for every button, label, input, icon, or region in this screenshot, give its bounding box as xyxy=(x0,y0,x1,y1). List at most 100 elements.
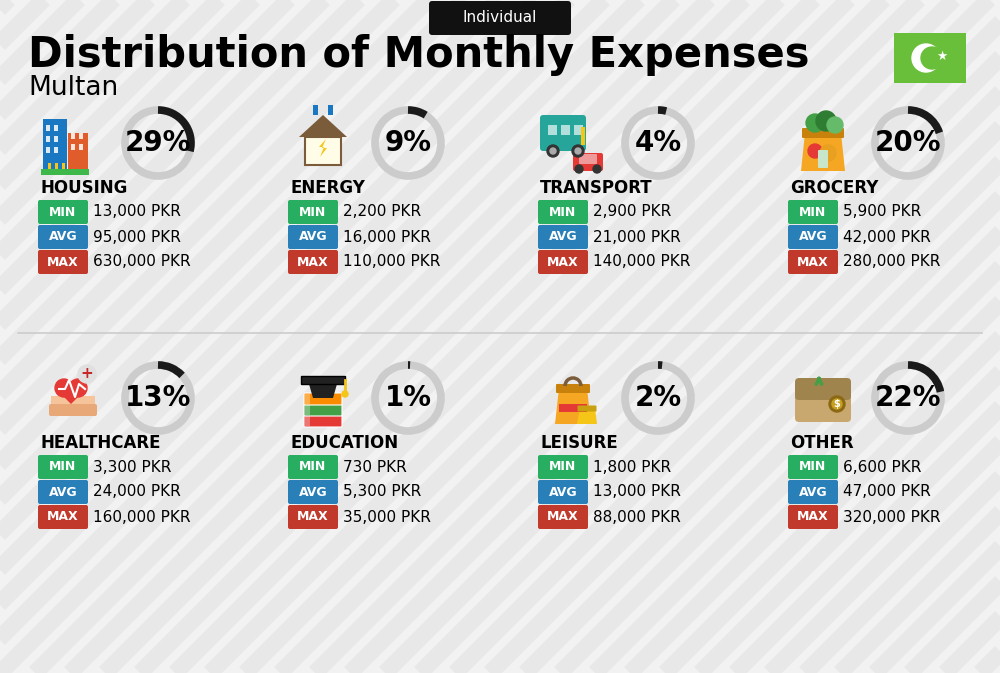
Text: MIN: MIN xyxy=(549,460,577,474)
FancyBboxPatch shape xyxy=(818,150,828,168)
FancyBboxPatch shape xyxy=(538,200,588,224)
Text: 160,000 PKR: 160,000 PKR xyxy=(93,509,190,524)
FancyBboxPatch shape xyxy=(304,415,342,427)
FancyBboxPatch shape xyxy=(38,480,88,504)
Polygon shape xyxy=(299,115,347,137)
FancyBboxPatch shape xyxy=(68,133,88,171)
Circle shape xyxy=(69,379,87,397)
FancyBboxPatch shape xyxy=(288,480,338,504)
Text: HOUSING: HOUSING xyxy=(40,179,127,197)
Circle shape xyxy=(820,145,836,161)
Text: OTHER: OTHER xyxy=(790,434,854,452)
Text: 35,000 PKR: 35,000 PKR xyxy=(343,509,431,524)
Circle shape xyxy=(78,365,96,383)
FancyBboxPatch shape xyxy=(41,169,89,175)
Text: 13%: 13% xyxy=(125,384,191,412)
FancyBboxPatch shape xyxy=(538,505,588,529)
Text: EDUCATION: EDUCATION xyxy=(290,434,398,452)
Text: MIN: MIN xyxy=(299,460,327,474)
Text: 20%: 20% xyxy=(875,129,941,157)
Text: MIN: MIN xyxy=(549,205,577,219)
Text: AVG: AVG xyxy=(799,230,827,244)
Circle shape xyxy=(575,148,581,154)
FancyBboxPatch shape xyxy=(305,137,341,165)
Text: 280,000 PKR: 280,000 PKR xyxy=(843,254,940,269)
FancyBboxPatch shape xyxy=(429,1,571,35)
Text: 110,000 PKR: 110,000 PKR xyxy=(343,254,440,269)
Text: LEISURE: LEISURE xyxy=(540,434,618,452)
FancyBboxPatch shape xyxy=(301,376,345,384)
Text: 140,000 PKR: 140,000 PKR xyxy=(593,254,690,269)
Text: MIN: MIN xyxy=(299,205,327,219)
Text: MAX: MAX xyxy=(297,256,329,269)
FancyBboxPatch shape xyxy=(46,125,50,131)
Polygon shape xyxy=(51,396,95,410)
FancyBboxPatch shape xyxy=(788,250,838,274)
FancyBboxPatch shape xyxy=(46,147,50,153)
Text: 88,000 PKR: 88,000 PKR xyxy=(593,509,681,524)
Text: ENERGY: ENERGY xyxy=(290,179,365,197)
FancyBboxPatch shape xyxy=(788,225,838,249)
Circle shape xyxy=(806,114,824,132)
Text: 16,000 PKR: 16,000 PKR xyxy=(343,229,431,244)
Text: MIN: MIN xyxy=(799,460,827,474)
FancyBboxPatch shape xyxy=(788,480,838,504)
FancyBboxPatch shape xyxy=(538,250,588,274)
Text: MAX: MAX xyxy=(797,256,829,269)
FancyBboxPatch shape xyxy=(55,163,58,171)
FancyBboxPatch shape xyxy=(79,144,83,150)
Text: 2,200 PKR: 2,200 PKR xyxy=(343,205,421,219)
Text: 2,900 PKR: 2,900 PKR xyxy=(593,205,671,219)
FancyBboxPatch shape xyxy=(54,147,58,153)
Text: AVG: AVG xyxy=(49,230,77,244)
Text: 730 PKR: 730 PKR xyxy=(343,460,407,474)
Text: GROCERY: GROCERY xyxy=(790,179,878,197)
Text: MIN: MIN xyxy=(49,205,77,219)
FancyBboxPatch shape xyxy=(71,144,75,150)
Text: HEALTHCARE: HEALTHCARE xyxy=(40,434,160,452)
Circle shape xyxy=(827,117,843,133)
Text: Multan: Multan xyxy=(28,75,118,101)
FancyBboxPatch shape xyxy=(578,406,596,411)
FancyBboxPatch shape xyxy=(46,136,50,142)
Text: AVG: AVG xyxy=(299,485,327,499)
FancyBboxPatch shape xyxy=(540,115,586,151)
Text: 13,000 PKR: 13,000 PKR xyxy=(93,205,181,219)
Text: MAX: MAX xyxy=(297,511,329,524)
FancyBboxPatch shape xyxy=(559,404,587,412)
Text: MAX: MAX xyxy=(547,511,579,524)
FancyBboxPatch shape xyxy=(48,163,51,171)
Text: 95,000 PKR: 95,000 PKR xyxy=(93,229,181,244)
Text: 29%: 29% xyxy=(125,129,191,157)
FancyBboxPatch shape xyxy=(288,200,338,224)
FancyBboxPatch shape xyxy=(795,380,851,422)
FancyBboxPatch shape xyxy=(79,133,83,139)
FancyBboxPatch shape xyxy=(788,505,838,529)
Text: AVG: AVG xyxy=(549,230,577,244)
Text: AVG: AVG xyxy=(49,485,77,499)
Text: $: $ xyxy=(834,399,840,409)
FancyBboxPatch shape xyxy=(795,378,851,400)
FancyBboxPatch shape xyxy=(581,127,585,145)
FancyBboxPatch shape xyxy=(574,125,583,135)
Text: 42,000 PKR: 42,000 PKR xyxy=(843,229,931,244)
FancyBboxPatch shape xyxy=(788,200,838,224)
Polygon shape xyxy=(801,133,845,171)
FancyBboxPatch shape xyxy=(38,505,88,529)
FancyBboxPatch shape xyxy=(304,393,342,405)
Text: 47,000 PKR: 47,000 PKR xyxy=(843,485,931,499)
FancyBboxPatch shape xyxy=(538,455,588,479)
FancyBboxPatch shape xyxy=(548,125,557,135)
FancyBboxPatch shape xyxy=(305,394,310,404)
Polygon shape xyxy=(555,388,591,424)
Circle shape xyxy=(593,165,601,173)
Text: AVG: AVG xyxy=(799,485,827,499)
Text: 9%: 9% xyxy=(384,129,432,157)
Text: MAX: MAX xyxy=(797,511,829,524)
Text: 3,300 PKR: 3,300 PKR xyxy=(93,460,171,474)
FancyBboxPatch shape xyxy=(313,105,318,115)
FancyBboxPatch shape xyxy=(54,125,58,131)
FancyBboxPatch shape xyxy=(288,225,338,249)
FancyBboxPatch shape xyxy=(894,33,966,83)
FancyBboxPatch shape xyxy=(288,455,338,479)
